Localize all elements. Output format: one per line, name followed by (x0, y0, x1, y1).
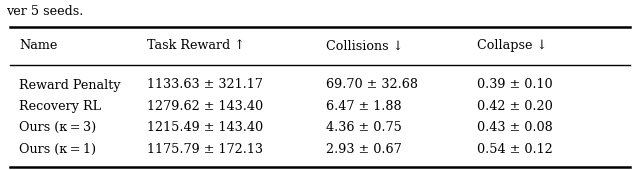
Text: ver 5 seeds.: ver 5 seeds. (6, 5, 84, 18)
Text: 1133.63 ± 321.17: 1133.63 ± 321.17 (147, 79, 263, 91)
Text: 69.70 ± 32.68: 69.70 ± 32.68 (326, 79, 419, 91)
Text: Reward Penalty: Reward Penalty (19, 79, 121, 91)
Text: 1175.79 ± 172.13: 1175.79 ± 172.13 (147, 143, 263, 156)
Text: Collisions ↓: Collisions ↓ (326, 39, 404, 52)
Text: Ours (κ = 3): Ours (κ = 3) (19, 121, 97, 134)
Text: Task Reward ↑: Task Reward ↑ (147, 39, 245, 52)
Text: 1279.62 ± 143.40: 1279.62 ± 143.40 (147, 100, 263, 113)
Text: Name: Name (19, 39, 58, 52)
Text: Collapse ↓: Collapse ↓ (477, 39, 547, 52)
Text: 2.93 ± 0.67: 2.93 ± 0.67 (326, 143, 402, 156)
Text: 1215.49 ± 143.40: 1215.49 ± 143.40 (147, 121, 263, 134)
Text: Ours (κ = 1): Ours (κ = 1) (19, 143, 97, 156)
Text: 0.42 ± 0.20: 0.42 ± 0.20 (477, 100, 552, 113)
Text: 0.39 ± 0.10: 0.39 ± 0.10 (477, 79, 552, 91)
Text: 0.54 ± 0.12: 0.54 ± 0.12 (477, 143, 552, 156)
Text: 0.43 ± 0.08: 0.43 ± 0.08 (477, 121, 552, 134)
Text: Recovery RL: Recovery RL (19, 100, 101, 113)
Text: 6.47 ± 1.88: 6.47 ± 1.88 (326, 100, 402, 113)
Text: 4.36 ± 0.75: 4.36 ± 0.75 (326, 121, 403, 134)
